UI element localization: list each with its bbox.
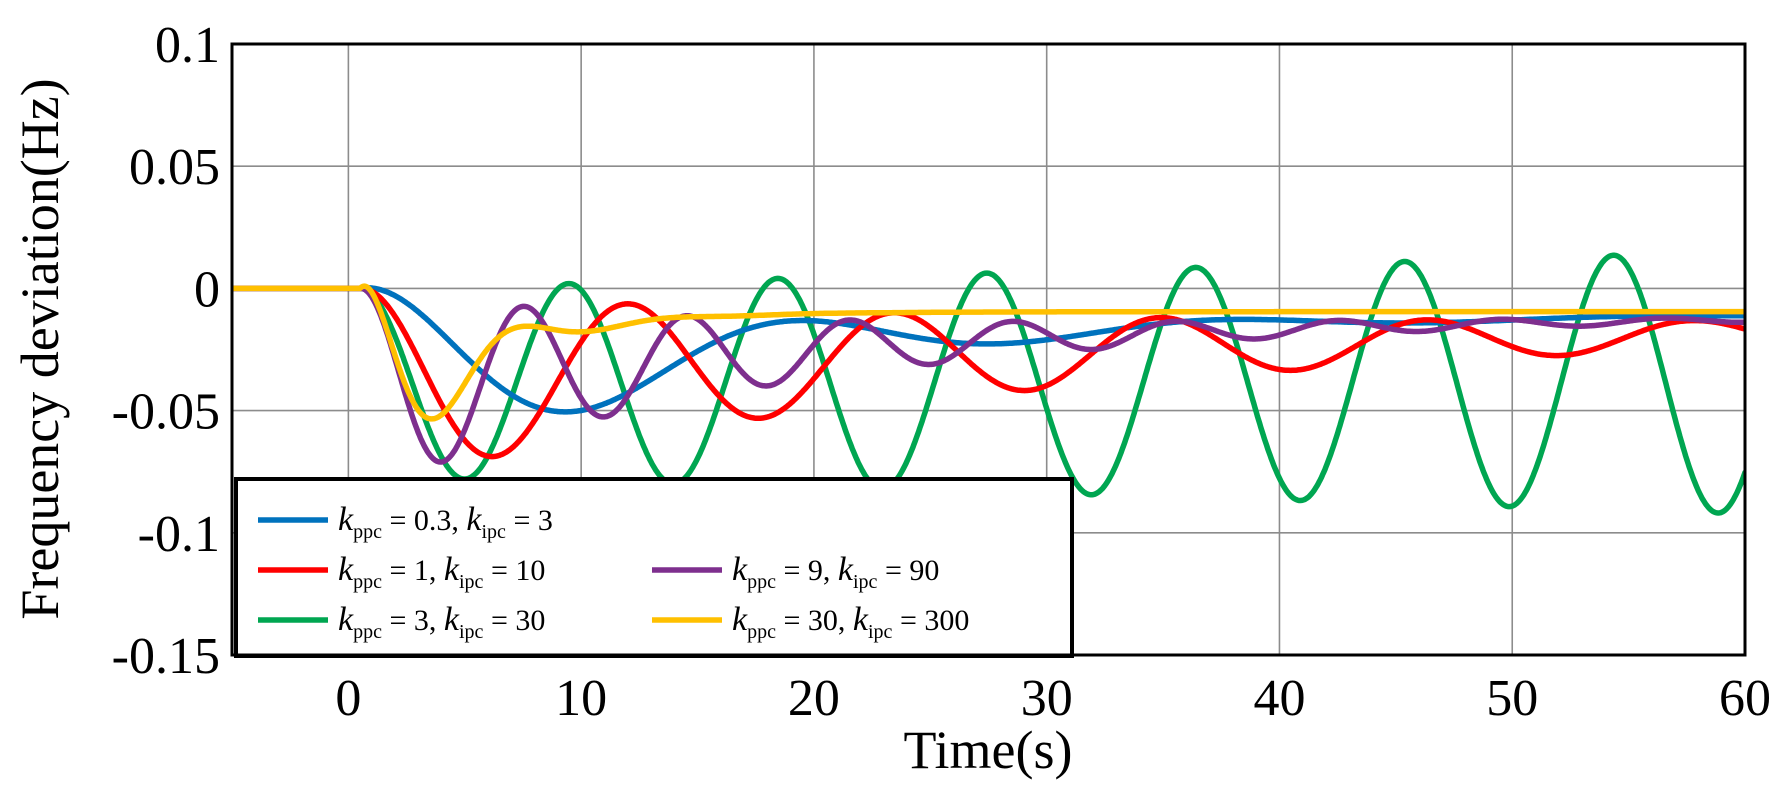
legend-label: kppc = 0.3, kipc = 3 (338, 501, 553, 543)
legend-token: k (338, 601, 354, 638)
legend-item: kppc = 1, kipc = 10 (258, 551, 545, 593)
tick-labels: 0 10 20 30 40 50 60 0.1 0.05 0 -0.05 -0.1 -0.15 (112, 17, 1771, 727)
series-lines (232, 252, 1745, 516)
x-tick-label: 60 (1719, 670, 1771, 727)
series-line (232, 283, 1745, 422)
series-line (232, 285, 1745, 465)
x-tick-label: 10 (555, 670, 607, 727)
legend-token: ppc (747, 571, 776, 593)
y-tick-label: -0.05 (112, 384, 220, 441)
legend-token: k (466, 501, 482, 538)
y-tick-label: 0.05 (129, 139, 220, 196)
plot-frame (230, 42, 1747, 657)
x-tick-label: 40 (1253, 670, 1305, 727)
series-line (232, 252, 1745, 516)
legend-token: ipc (459, 621, 484, 643)
legend-item: kppc = 30, kipc = 300 (652, 601, 969, 643)
legend-token: ipc (482, 521, 507, 543)
legend-token: k (838, 551, 854, 588)
y-tick-label: 0 (194, 261, 220, 318)
legend-token: 0.3 (414, 504, 452, 537)
series-line (232, 285, 1745, 460)
x-tick-label: 30 (1021, 670, 1073, 727)
legend-token: k (732, 551, 748, 588)
legend-token: k (338, 501, 354, 538)
legend-label: kppc = 30, kipc = 300 (732, 601, 969, 643)
legend-token: ppc (353, 621, 382, 643)
y-tick-label: -0.15 (112, 628, 220, 685)
legend-token: k (444, 551, 460, 588)
x-axis-title: Time(s) (903, 720, 1072, 780)
x-tick-label: 0 (335, 670, 361, 727)
legend-token: ipc (459, 571, 484, 593)
legend-token: 1 (414, 554, 429, 587)
legend-token: k (444, 601, 460, 638)
legend-label: kppc = 1, kipc = 10 (338, 551, 545, 593)
x-tick-label: 50 (1486, 670, 1538, 727)
legend-token: ipc (868, 621, 893, 643)
legend-token: 30 (515, 604, 545, 637)
legend-item: kppc = 3, kipc = 30 (258, 601, 545, 643)
legend-item: kppc = 9, kipc = 90 (652, 551, 939, 593)
legend-label: kppc = 3, kipc = 30 (338, 601, 545, 643)
y-tick-label: -0.1 (138, 506, 220, 563)
legend-token: 300 (924, 604, 969, 637)
legend-token: 90 (909, 554, 939, 587)
y-tick-label: 0.1 (155, 17, 220, 74)
y-axis-title: Frequency deviation(Hz) (10, 78, 70, 619)
legend-token: 3 (538, 504, 553, 537)
legend-item: kppc = 0.3, kipc = 3 (258, 501, 553, 543)
legend-token: ipc (853, 571, 878, 593)
legend-token: 3 (414, 604, 429, 637)
legend-token: k (853, 601, 869, 638)
legend-token: ppc (353, 521, 382, 543)
legend-token: ppc (747, 621, 776, 643)
legend-token: k (338, 551, 354, 588)
legend-label: kppc = 9, kipc = 90 (732, 551, 939, 593)
legend-token: 10 (515, 554, 545, 587)
legend-token: 30 (808, 604, 838, 637)
legend-token: 9 (808, 554, 823, 587)
legend-token: ppc (353, 571, 382, 593)
legend-token: k (732, 601, 748, 638)
x-tick-label: 20 (788, 670, 840, 727)
